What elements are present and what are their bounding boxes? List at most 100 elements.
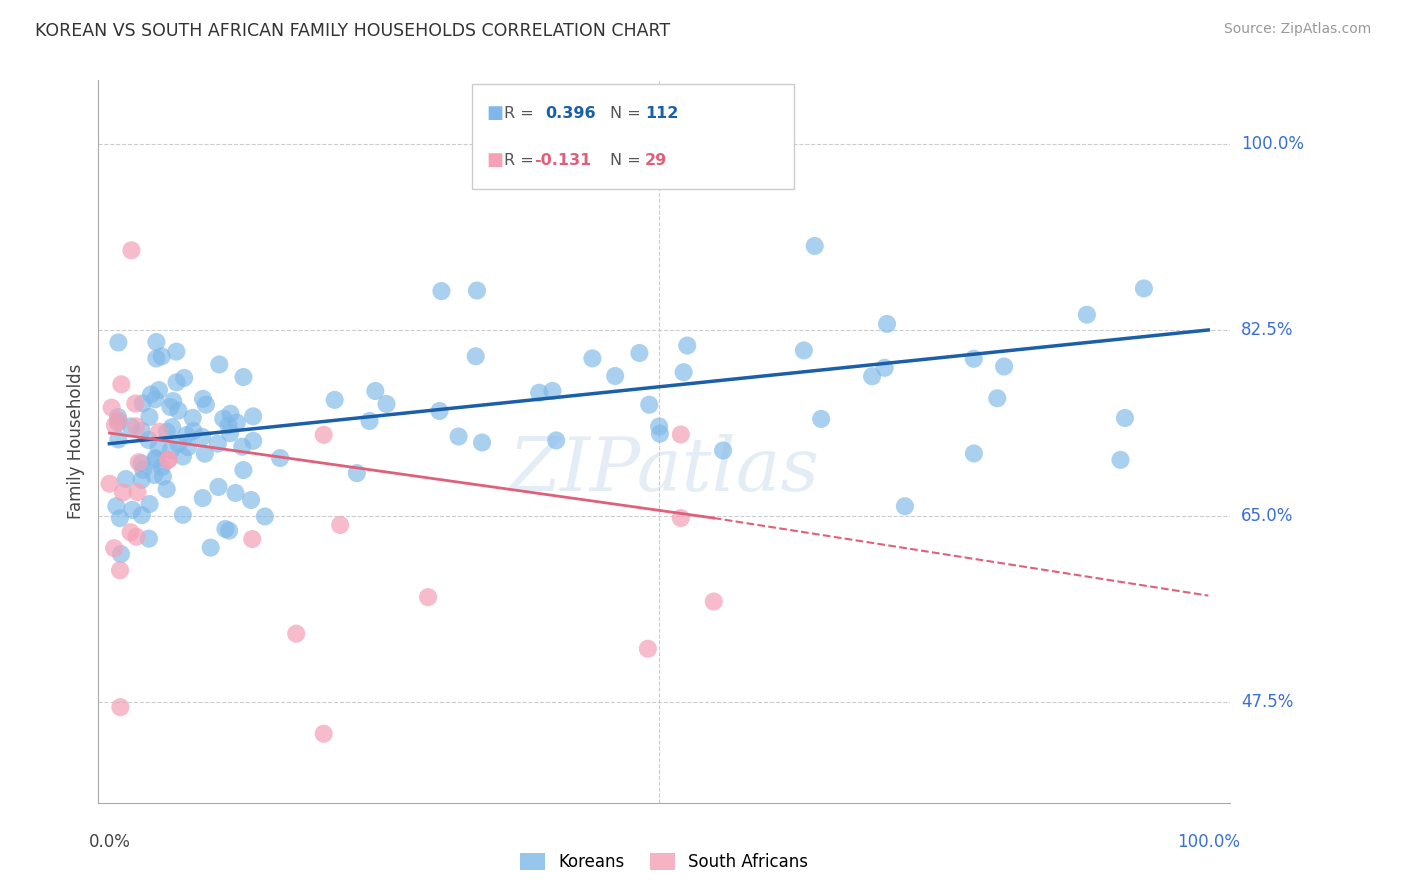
- Point: [172, 450, 194, 464]
- Text: 0.396: 0.396: [546, 106, 596, 120]
- Point: [986, 391, 1008, 405]
- Point: [157, 453, 180, 467]
- Point: [160, 420, 183, 434]
- Point: [860, 369, 883, 384]
- Point: [200, 541, 222, 555]
- Point: [364, 384, 387, 398]
- Text: 100.0%: 100.0%: [1241, 135, 1305, 153]
- Point: [166, 376, 188, 390]
- Point: [285, 626, 308, 640]
- Text: R =: R =: [505, 106, 538, 120]
- Point: [873, 360, 896, 375]
- Point: [148, 425, 170, 439]
- Text: -0.131: -0.131: [534, 153, 591, 168]
- Point: [132, 463, 155, 477]
- Point: [107, 416, 129, 430]
- Point: [148, 383, 170, 397]
- Point: [214, 522, 236, 536]
- Point: [143, 467, 166, 482]
- Point: [628, 346, 651, 360]
- Point: [98, 476, 121, 491]
- Point: [894, 500, 917, 514]
- Point: [183, 424, 205, 438]
- Point: [359, 414, 381, 428]
- Point: [162, 394, 184, 409]
- Point: [240, 532, 263, 546]
- Point: [131, 396, 153, 410]
- Point: [993, 359, 1015, 374]
- Point: [429, 404, 451, 418]
- Point: [107, 433, 129, 447]
- Point: [240, 493, 263, 508]
- Point: [329, 518, 352, 533]
- Point: [108, 511, 131, 525]
- Point: [1076, 308, 1098, 322]
- Point: [212, 411, 235, 425]
- Text: ZIPatlas: ZIPatlas: [509, 434, 820, 507]
- Point: [375, 397, 398, 411]
- Text: 100.0%: 100.0%: [1177, 833, 1240, 851]
- Point: [225, 416, 247, 430]
- Point: [177, 440, 200, 454]
- Point: [323, 392, 346, 407]
- Point: [150, 460, 173, 475]
- Point: [224, 486, 246, 500]
- Point: [465, 284, 488, 298]
- Point: [125, 530, 148, 544]
- Point: [138, 409, 160, 424]
- Text: 82.5%: 82.5%: [1241, 321, 1294, 339]
- Point: [269, 450, 291, 465]
- Point: [120, 525, 142, 540]
- Point: [176, 428, 198, 442]
- Point: [138, 532, 160, 546]
- Point: [208, 358, 231, 372]
- Point: [110, 377, 132, 392]
- Point: [231, 440, 253, 454]
- Point: [703, 594, 725, 608]
- Point: [605, 369, 627, 384]
- Text: ■: ■: [486, 152, 503, 169]
- Point: [145, 334, 167, 349]
- Point: [638, 398, 661, 412]
- Text: Source: ZipAtlas.com: Source: ZipAtlas.com: [1223, 22, 1371, 37]
- Point: [648, 419, 671, 434]
- Point: [128, 455, 150, 469]
- Point: [145, 450, 167, 465]
- Point: [124, 396, 146, 410]
- Point: [131, 424, 153, 438]
- Point: [581, 351, 603, 366]
- Point: [159, 400, 181, 414]
- Text: R =: R =: [505, 153, 538, 168]
- Point: [232, 370, 254, 384]
- Point: [127, 485, 149, 500]
- Point: [219, 407, 242, 421]
- Y-axis label: Family Households: Family Households: [66, 364, 84, 519]
- Point: [115, 472, 138, 486]
- Point: [803, 239, 825, 253]
- Point: [876, 317, 898, 331]
- Text: 112: 112: [645, 106, 678, 120]
- Point: [156, 425, 179, 439]
- Text: KOREAN VS SOUTH AFRICAN FAMILY HOUSEHOLDS CORRELATION CHART: KOREAN VS SOUTH AFRICAN FAMILY HOUSEHOLD…: [35, 22, 671, 40]
- Point: [242, 434, 264, 448]
- Point: [148, 441, 170, 455]
- Point: [139, 387, 162, 401]
- Point: [416, 590, 439, 604]
- Point: [207, 436, 229, 450]
- Point: [108, 563, 131, 577]
- Point: [121, 503, 143, 517]
- Point: [312, 427, 335, 442]
- Point: [232, 463, 254, 477]
- Point: [173, 371, 195, 385]
- Point: [105, 499, 128, 513]
- Point: [711, 443, 734, 458]
- Point: [103, 541, 125, 556]
- Point: [191, 491, 214, 505]
- Point: [107, 335, 129, 350]
- Text: 47.5%: 47.5%: [1241, 693, 1294, 711]
- Text: N =: N =: [610, 106, 645, 120]
- Point: [107, 414, 129, 428]
- Point: [1114, 411, 1136, 425]
- Point: [217, 418, 239, 433]
- Point: [156, 482, 179, 496]
